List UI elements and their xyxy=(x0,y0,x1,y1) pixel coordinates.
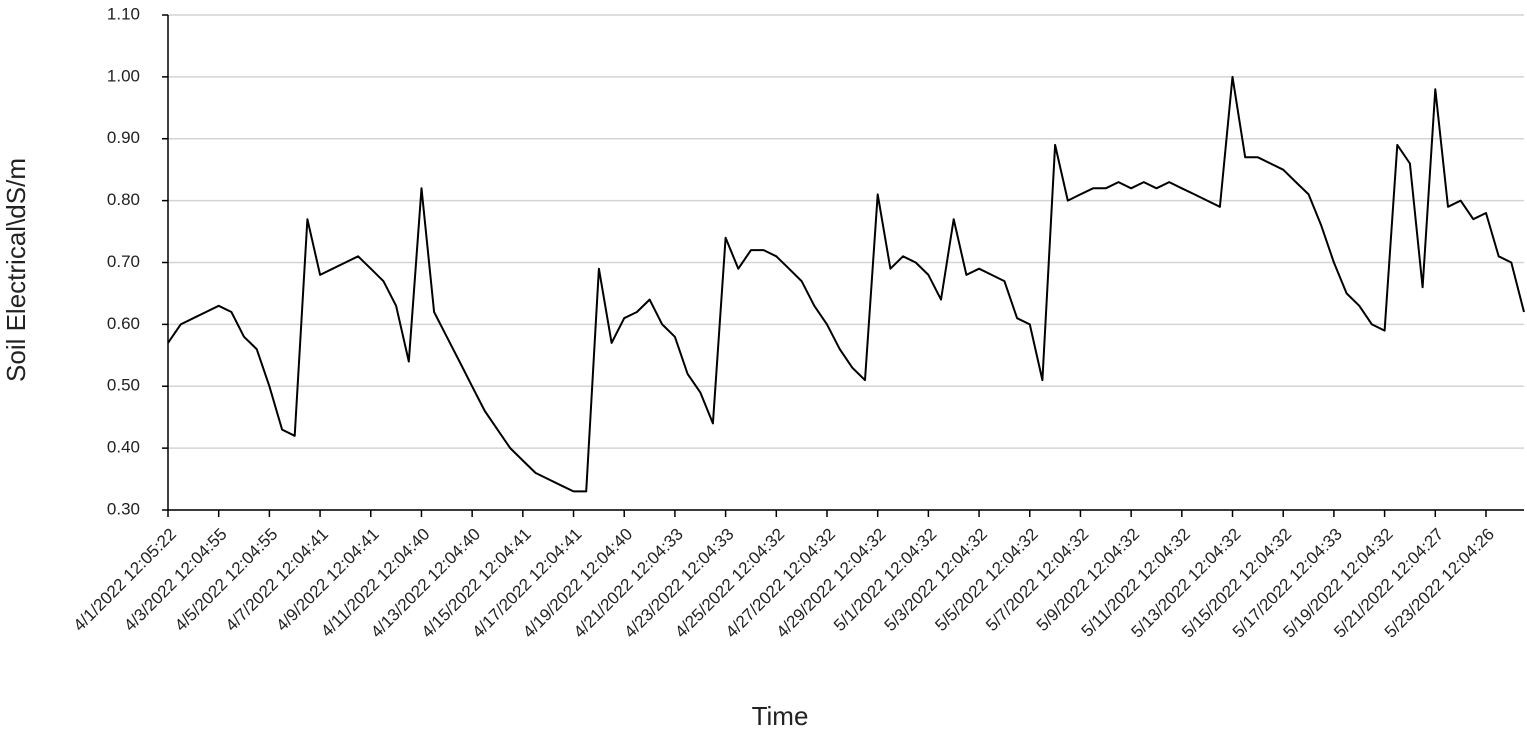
y-tick-label: 0.70 xyxy=(107,252,140,271)
y-tick-label: 0.40 xyxy=(107,438,140,457)
y-tick-label: 0.50 xyxy=(107,376,140,395)
series-line xyxy=(167,75,1525,493)
y-axis-title: Soil Electrical\dS/m xyxy=(1,158,31,382)
y-tick-label: 1.00 xyxy=(107,66,140,85)
y-tick-label: 1.10 xyxy=(107,4,140,23)
y-tick-label: 0.60 xyxy=(107,314,140,333)
y-tick-label: 0.80 xyxy=(107,190,140,209)
y-tick-label: 0.30 xyxy=(107,499,140,518)
x-axis-title: Time xyxy=(752,701,809,731)
y-tick-label: 0.90 xyxy=(107,128,140,147)
